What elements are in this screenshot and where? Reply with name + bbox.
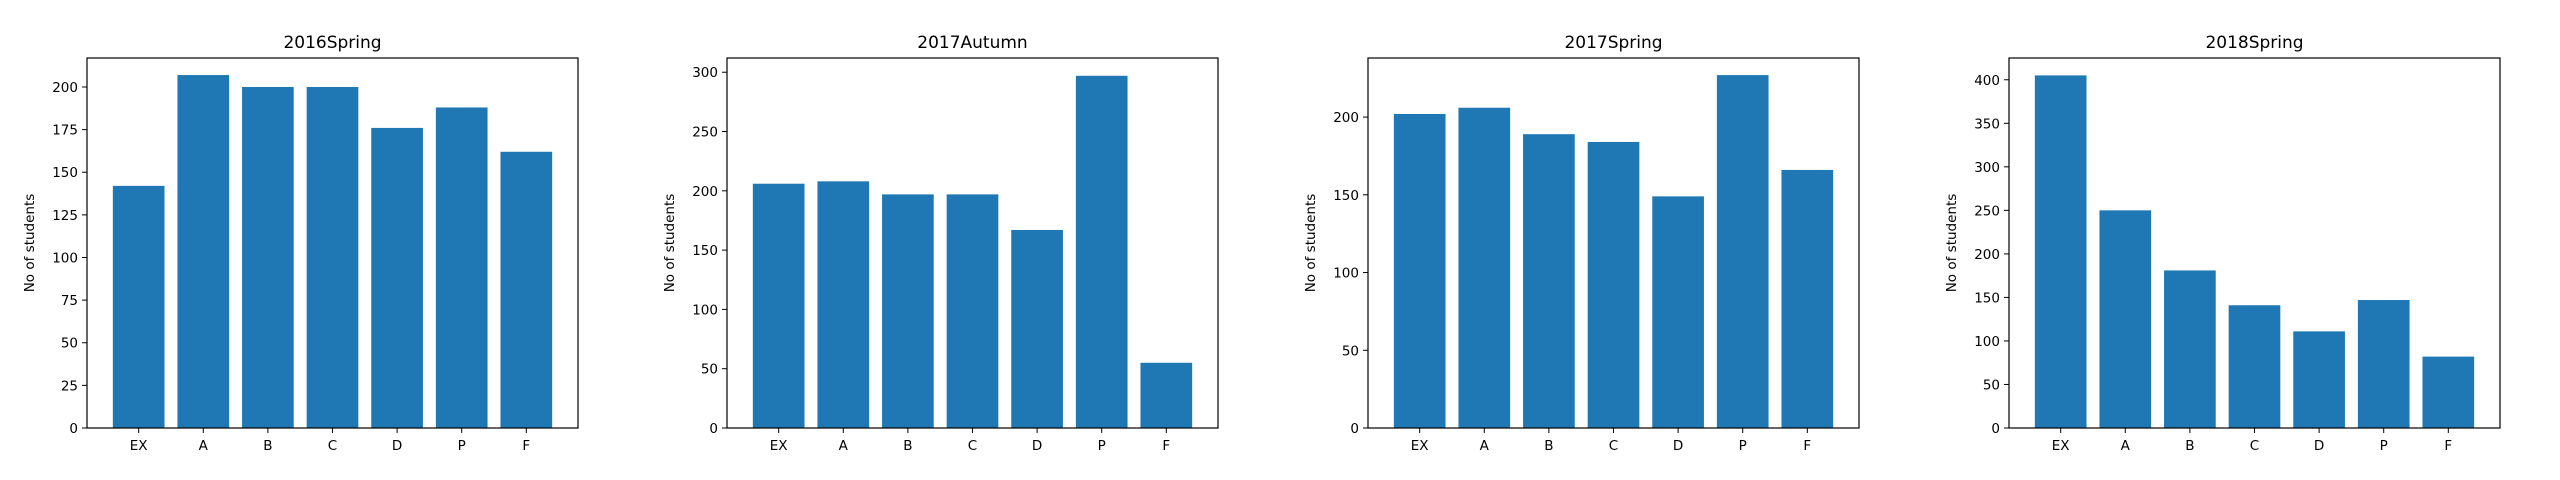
x-tick-label: EX [770,438,788,454]
x-tick-label: EX [130,438,148,454]
chart-panel-3: EX A B C D P F 0 50 100 150 200 2017Spring No of stud… [1303,33,1860,454]
y-tick-label: 0 [1991,421,2000,437]
y-tick-label: 125 [52,208,78,224]
y-axis-label: No of students [1944,194,1960,293]
bar-C [306,86,359,429]
x-tick-label: F [1162,438,1170,454]
bar-EX [112,185,165,428]
x-tick-label: B [2185,438,2194,454]
chart-title: 2016Spring [283,33,381,53]
chart-title: 2018Spring [2205,33,2303,53]
bar-EX [2034,75,2087,428]
x-tick-label: C [2250,438,2259,454]
x-tick-label: F [2444,438,2452,454]
bar-F [2422,356,2475,428]
x-tick-label: P [1098,438,1106,454]
x-tick-label: D [1673,438,1683,454]
x-tick-label: D [2314,438,2324,454]
x-tick-label: C [1609,438,1618,454]
chart-panel-4: EX A B C D P F 0 50 100 150 200 250 300 350 400 2018Spri… [1944,33,2501,454]
chart-title: 2017Autumn [917,33,1027,53]
y-tick-label: 200 [1333,110,1359,126]
bar-C [1587,141,1640,428]
bar-A [817,181,870,428]
y-tick-label: 25 [61,378,78,394]
y-tick-label: 300 [1974,160,2000,176]
x-tick-label: P [458,438,466,454]
bar-B [1523,134,1575,428]
y-tick-label: 175 [52,123,78,139]
bar-F [500,151,553,428]
x-tick-label: A [2121,438,2131,454]
bar-B [2164,270,2216,428]
x-tick-label: D [392,438,402,454]
bar-EX [752,183,805,428]
bar-D [1652,196,1704,428]
x-tick-label: A [1480,438,1490,454]
y-tick-label: 50 [1983,377,2000,393]
chart-title: 2017Spring [1564,33,1662,53]
bar-F [1140,362,1193,428]
y-axis-label: No of students [1303,194,1319,293]
bar-A [177,75,230,429]
x-tick-label: EX [2052,438,2070,454]
x-tick-label: F [1803,438,1811,454]
y-axis-label: No of students [22,194,38,293]
y-tick-label: 300 [692,65,718,81]
y-tick-label: 200 [1974,247,2000,263]
y-tick-label: 100 [52,250,78,266]
y-tick-label: 0 [69,421,78,437]
y-tick-label: 50 [1342,343,1359,359]
x-tick-label: F [522,438,530,454]
y-tick-label: 75 [61,293,78,309]
bar-P [435,107,488,428]
y-tick-label: 100 [692,302,718,318]
x-tick-label: B [1544,438,1553,454]
bar-C [2228,305,2281,428]
y-tick-label: 350 [1974,116,2000,132]
bar-D [371,127,423,428]
x-tick-label: A [839,438,849,454]
bar-B [242,86,294,429]
chart-panel-1: EX A B C D P F 0 25 50 75 100 125 150 175 200 2016Spring… [22,33,579,454]
bar-A [2099,210,2152,428]
bar-B [882,194,934,428]
bar-C [946,194,999,428]
y-tick-label: 100 [1333,266,1359,282]
x-tick-label: C [328,438,337,454]
y-tick-label: 150 [692,243,718,259]
x-tick-label: B [903,438,912,454]
y-tick-label: 250 [1974,203,2000,219]
y-tick-label: 250 [692,125,718,141]
y-tick-label: 0 [1350,421,1359,437]
x-tick-label: EX [1411,438,1429,454]
x-tick-label: P [2380,438,2388,454]
x-tick-label: P [1739,438,1747,454]
x-tick-label: B [263,438,272,454]
y-tick-label: 50 [701,362,718,378]
y-tick-label: 400 [1974,73,2000,89]
x-tick-label: C [968,438,977,454]
y-tick-label: 150 [1333,188,1359,204]
bar-P [2357,300,2410,428]
y-tick-label: 150 [1974,290,2000,306]
bar-P [1716,75,1769,428]
bar-EX [1393,113,1446,428]
y-tick-label: 100 [1974,334,2000,350]
bar-P [1075,75,1128,428]
chart-panel-2: EX A B C D P F 0 50 100 150 200 250 300 2017Autumn No o… [662,33,1219,454]
x-tick-label: D [1032,438,1042,454]
y-tick-label: 200 [52,80,78,96]
y-axis-label: No of students [662,194,678,293]
y-tick-label: 200 [692,184,718,200]
bar-D [1011,229,1063,428]
x-tick-label: A [199,438,209,454]
y-tick-label: 50 [61,336,78,352]
y-tick-label: 150 [52,165,78,181]
bar-F [1781,169,1834,428]
bar-D [2293,331,2345,428]
bar-A [1458,107,1511,428]
y-tick-label: 0 [709,421,718,437]
